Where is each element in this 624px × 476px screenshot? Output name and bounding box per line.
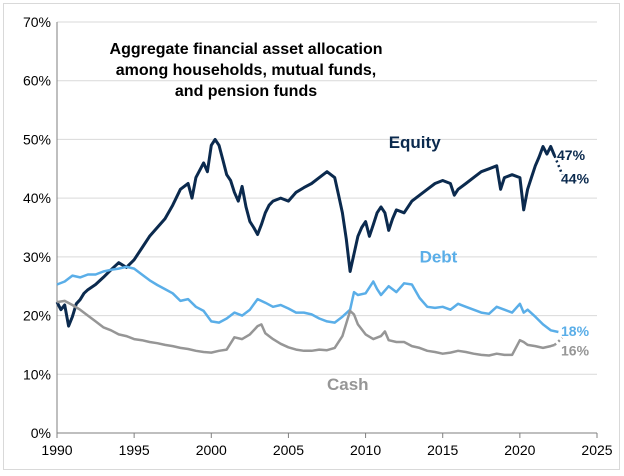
chart-frame xyxy=(3,3,620,470)
grid-layer xyxy=(57,21,597,375)
equity-end-value-label: 47% xyxy=(557,147,586,163)
chart-title-line-1: Aggregate financial asset allocation xyxy=(110,41,383,58)
axes: 0% 10% 20% 30% 40% 50% 60% 70% 1990 1995 2000 2005 2… xyxy=(23,14,613,458)
chart-title-line-3: and pension funds xyxy=(175,83,317,100)
y-tick-label: 50% xyxy=(23,131,51,147)
x-tick-label: 2000 xyxy=(196,442,227,458)
x-tick-label: 2010 xyxy=(350,442,381,458)
equity-series-label: Equity xyxy=(389,133,441,152)
x-tick-label: 1990 xyxy=(41,442,72,458)
x-tick-label: 1995 xyxy=(119,442,150,458)
debt-series-label: Debt xyxy=(420,248,458,267)
x-tick-label: 2005 xyxy=(273,442,304,458)
debt-end-value-label: 18% xyxy=(561,323,590,339)
x-tick-label: 2015 xyxy=(427,442,458,458)
y-tick-label: 70% xyxy=(23,14,51,30)
cash-series-line xyxy=(56,299,555,357)
y-tick-label: 40% xyxy=(23,190,51,206)
equity-projection-line xyxy=(553,155,564,176)
x-tick-label: 2020 xyxy=(504,442,535,458)
equity-projection-value-label: 44% xyxy=(561,170,590,186)
y-tick-label: 0% xyxy=(31,425,51,441)
cash-series-label: Cash xyxy=(327,375,369,394)
series-layer xyxy=(55,137,564,357)
debt-series-line xyxy=(56,265,559,334)
x-tick-label: 2025 xyxy=(581,442,612,458)
chart-title-line-2: among households, mutual funds, xyxy=(116,62,376,79)
cash-projection-line xyxy=(553,336,564,346)
y-tick-label: 20% xyxy=(23,308,51,324)
y-tick-label: 60% xyxy=(23,73,51,89)
cash-end-value-label: 16% xyxy=(561,342,590,358)
chart-title: Aggregate financial asset allocation amo… xyxy=(110,41,383,100)
y-tick-label: 10% xyxy=(23,366,51,382)
label-layer: Equity Debt Cash 47% 44% 18% 16% xyxy=(327,133,590,394)
y-tick-label: 30% xyxy=(23,249,51,265)
equity-series-line xyxy=(55,137,556,328)
